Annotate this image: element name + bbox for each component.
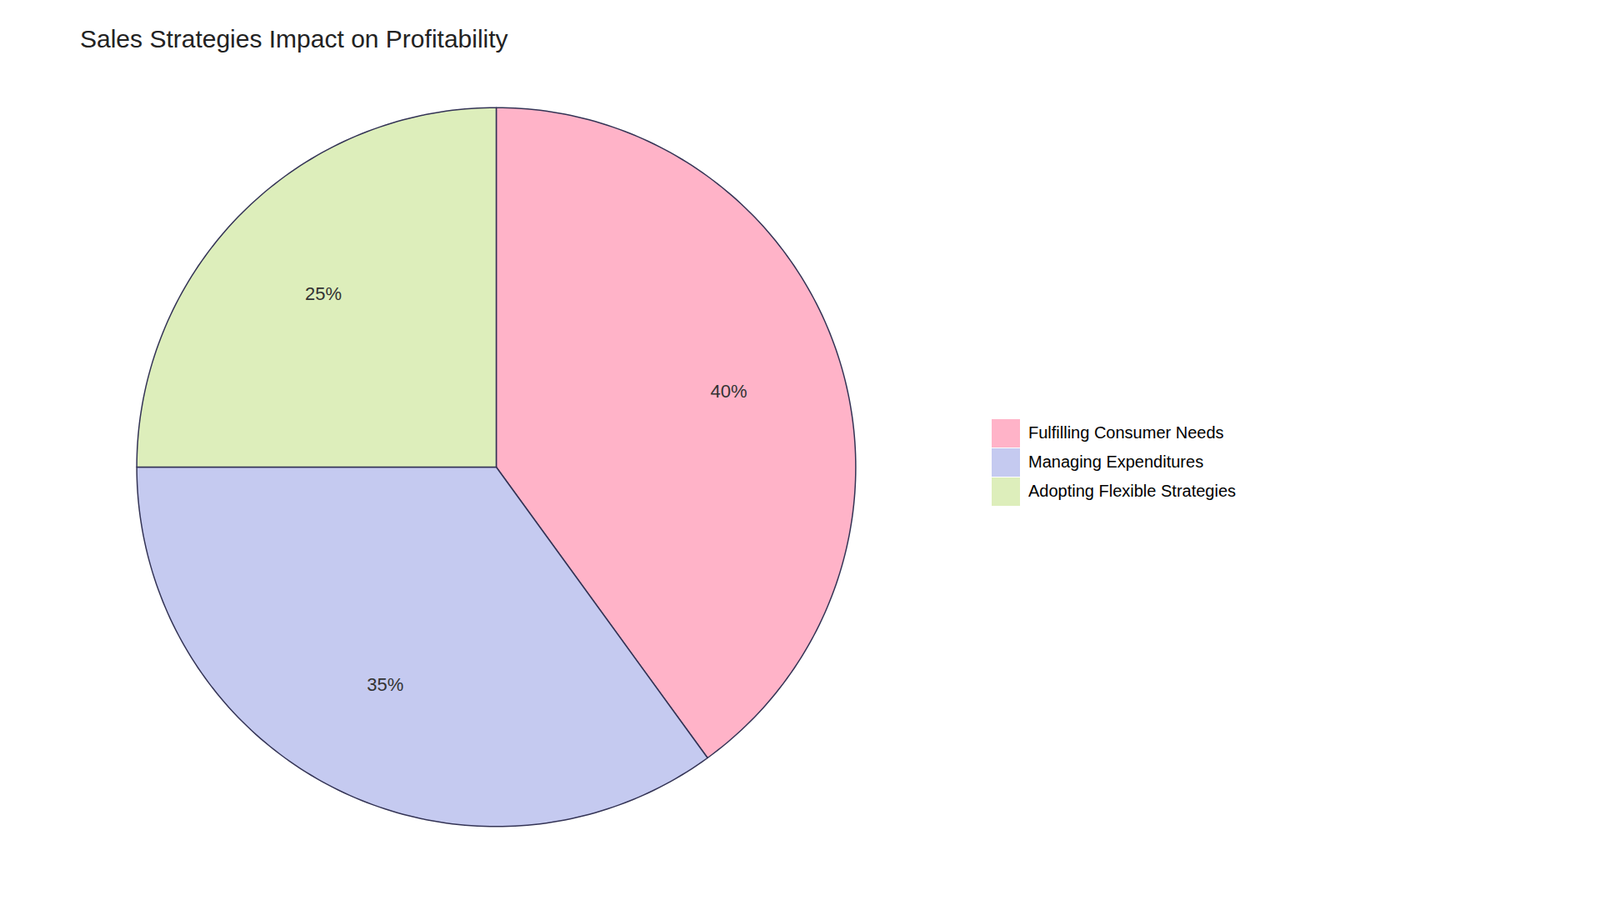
svg-text:40%: 40%: [710, 380, 747, 402]
svg-text:25%: 25%: [305, 283, 342, 305]
html-text:Fulfilling Consumer Needs: Fulfilling Consumer Needs: [1028, 423, 1224, 442]
svg-text:35%: 35%: [366, 674, 404, 695]
html-text:Adopting Flexible Strategies: Adopting Flexible Strategies: [1028, 481, 1236, 500]
html-text:Managing Expenditures: Managing Expenditures: [1028, 452, 1204, 471]
html-text:Sales Strategies Impact on Pro: Sales Strategies Impact on Profitability: [80, 25, 508, 53]
